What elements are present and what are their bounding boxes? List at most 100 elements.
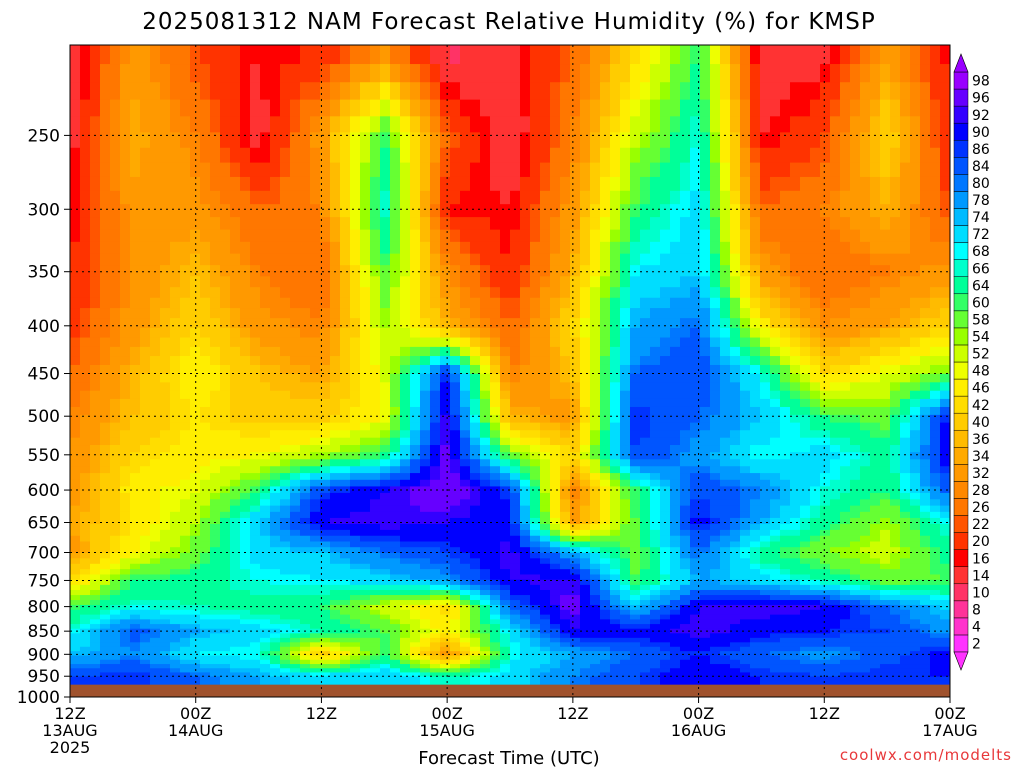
- rh-cell: [310, 584, 321, 591]
- rh-cell: [100, 479, 111, 488]
- rh-cell: [540, 116, 551, 133]
- rh-cell: [450, 541, 461, 548]
- rh-cell: [560, 676, 571, 682]
- rh-cell: [290, 492, 301, 500]
- rh-cell: [270, 584, 281, 591]
- rh-cell: [170, 563, 181, 570]
- rh-cell: [260, 253, 271, 266]
- rh-cell: [350, 558, 361, 565]
- rh-cell: [350, 373, 361, 383]
- rh-cell: [430, 64, 441, 83]
- rh-cell: [390, 466, 401, 474]
- rh-cell: [560, 624, 571, 630]
- rh-cell: [470, 479, 481, 488]
- rh-cell: [200, 604, 211, 611]
- rh-cell: [440, 64, 451, 83]
- rh-cell: [670, 535, 681, 543]
- rh-cell: [620, 633, 631, 639]
- rh-cell: [210, 499, 221, 507]
- rh-cell: [150, 655, 161, 661]
- rh-cell: [620, 356, 631, 366]
- rh-cell: [610, 430, 621, 439]
- rh-cell: [130, 563, 141, 570]
- rh-cell: [480, 430, 491, 439]
- rh-cell: [300, 217, 311, 231]
- rh-cell: [80, 116, 91, 133]
- rh-cell: [540, 82, 551, 101]
- rh-cell: [80, 473, 91, 481]
- rh-cell: [180, 676, 191, 682]
- rh-cell: [350, 600, 361, 606]
- rh-cell: [290, 529, 301, 537]
- rh-cell: [390, 414, 401, 424]
- rh-cell: [270, 668, 281, 674]
- rh-cell: [190, 308, 201, 319]
- rh-cell: [310, 253, 321, 266]
- rh-cell: [360, 619, 371, 625]
- rh-cell: [420, 445, 431, 453]
- rh-cell: [500, 628, 511, 634]
- rh-cell: [340, 541, 351, 548]
- rh-cell: [310, 563, 321, 570]
- rh-cell: [220, 680, 231, 686]
- rh-cell: [540, 132, 551, 149]
- rh-cell: [510, 637, 521, 643]
- rh-cell: [80, 619, 91, 625]
- rh-cell: [150, 116, 161, 133]
- rh-cell: [260, 265, 271, 277]
- rh-cell: [180, 584, 191, 591]
- rh-cell: [150, 637, 161, 643]
- rh-cell: [590, 437, 601, 446]
- rh-cell: [430, 253, 441, 266]
- rh-cell: [220, 547, 231, 554]
- rh-cell: [520, 364, 531, 375]
- rh-cell: [340, 398, 351, 408]
- rh-cell: [290, 637, 301, 643]
- rh-cell: [350, 382, 361, 392]
- rh-cell: [280, 535, 291, 543]
- rh-cell: [280, 64, 291, 83]
- rh-cell: [80, 637, 91, 643]
- rh-cell: [590, 624, 601, 630]
- rh-cell: [170, 466, 181, 474]
- rh-cell: [410, 505, 421, 513]
- rh-cell: [400, 637, 411, 643]
- rh-cell: [360, 346, 371, 357]
- rh-cell: [120, 619, 131, 625]
- rh-cell: [540, 664, 551, 669]
- rh-cell: [670, 492, 681, 500]
- rh-cell: [400, 229, 411, 243]
- rh-cell: [250, 569, 261, 576]
- rh-cell: [480, 162, 491, 178]
- rh-cell: [690, 99, 701, 117]
- rh-cell: [660, 414, 671, 424]
- rh-cell: [80, 390, 91, 400]
- rh-cell: [340, 600, 351, 606]
- rh-cell: [120, 609, 131, 616]
- rh-cell: [650, 486, 661, 494]
- rh-cell: [170, 523, 181, 531]
- rh-cell: [310, 541, 321, 548]
- rh-cell: [560, 297, 571, 309]
- rh-cell: [80, 628, 91, 634]
- rh-cell: [400, 479, 411, 488]
- rh-cell: [160, 64, 171, 83]
- rh-cell: [660, 589, 671, 596]
- rh-cell: [140, 459, 151, 467]
- rh-cell: [630, 473, 641, 481]
- rh-cell: [140, 253, 151, 266]
- rh-cell: [190, 584, 201, 591]
- rh-cell: [610, 82, 621, 101]
- rh-cell: [420, 604, 431, 611]
- rh-cell: [670, 529, 681, 537]
- rh-cell: [680, 382, 691, 392]
- rh-cell: [190, 241, 201, 255]
- rh-cell: [80, 541, 91, 548]
- rh-cell: [220, 668, 231, 674]
- rh-cell: [280, 430, 291, 439]
- rh-cell: [580, 176, 591, 192]
- rh-cell: [460, 364, 471, 375]
- rh-cell: [140, 672, 151, 678]
- rh-cell: [480, 132, 491, 149]
- rh-cell: [290, 190, 301, 205]
